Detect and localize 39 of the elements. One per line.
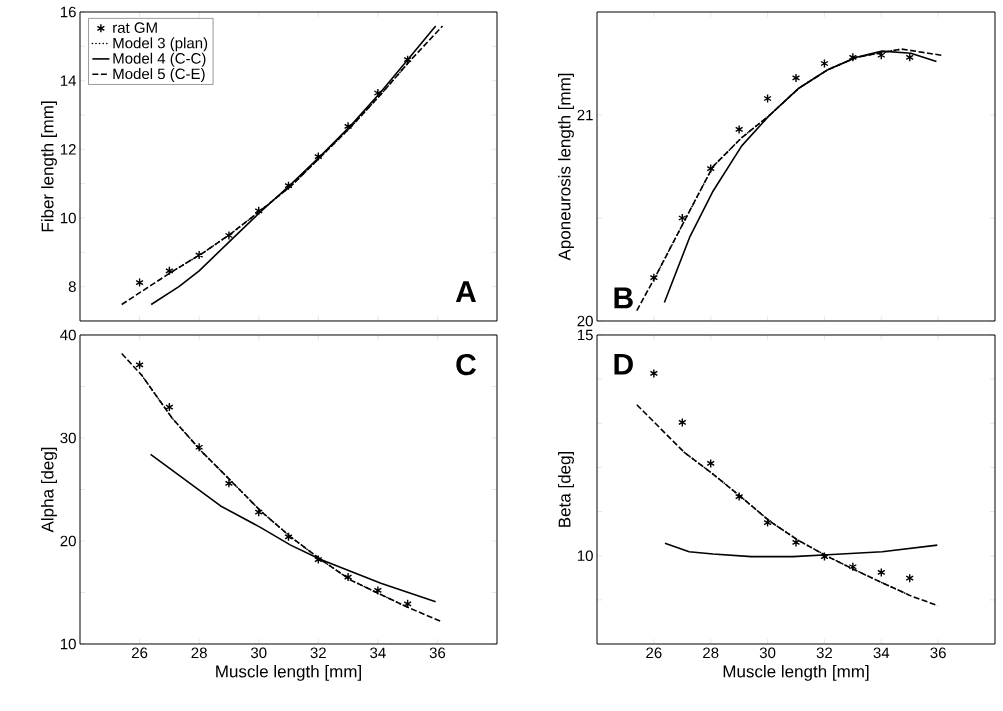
x-tick-label: 26: [131, 647, 148, 659]
x-tick-label: 34: [873, 647, 890, 659]
legend-label: Model 4 (C-C): [113, 52, 206, 67]
legend-label: rat GM: [113, 22, 157, 33]
x-tick-label: 28: [191, 647, 207, 659]
annotation: C: [456, 353, 476, 376]
x-tick-label: 28: [703, 647, 719, 659]
y-tick-label: 20: [60, 535, 76, 547]
y-tick-label: 8: [68, 281, 76, 292]
y-tick-label: 20: [577, 315, 593, 327]
x-tick-label: 30: [250, 647, 267, 659]
y-axis-title: Fiber length [mm]: [41, 101, 57, 232]
y-tick-label: 14: [60, 75, 77, 86]
x-tick-label: 36: [429, 647, 446, 659]
y-axis-title: Alpha [deg]: [41, 447, 57, 533]
y-tick-label: 10: [60, 638, 76, 650]
y-tick-label: 30: [60, 432, 76, 444]
y-axis-title: Beta [deg]: [558, 451, 574, 527]
x-axis-title: Muscle length [mm]: [723, 665, 869, 681]
y-tick-label: 21: [577, 109, 593, 121]
x-tick-label: 34: [370, 647, 386, 659]
annotation: D: [614, 353, 633, 375]
x-tick-label: 32: [310, 647, 326, 659]
y-tick-label: 10: [577, 550, 593, 562]
x-axis-title: Muscle length [mm]: [216, 665, 361, 681]
legend-label: Model 3 (plan): [113, 37, 208, 52]
y-tick-label: 10: [60, 212, 76, 224]
x-tick-label: 26: [646, 647, 662, 659]
y-tick-label: 40: [60, 329, 76, 341]
x-tick-label: 32: [816, 647, 833, 659]
legend-label: Model 5 (C-E): [113, 68, 205, 83]
x-tick-label: 36: [930, 647, 946, 659]
y-axis-title: Aponeurosis length [mm]: [558, 73, 574, 261]
annotation: B: [614, 287, 633, 309]
y-tick-label: 15: [577, 329, 593, 341]
y-tick-label: 12: [60, 144, 76, 155]
annotation: A: [455, 281, 477, 302]
x-tick-label: 30: [759, 647, 776, 659]
y-tick-label: 16: [60, 6, 76, 18]
